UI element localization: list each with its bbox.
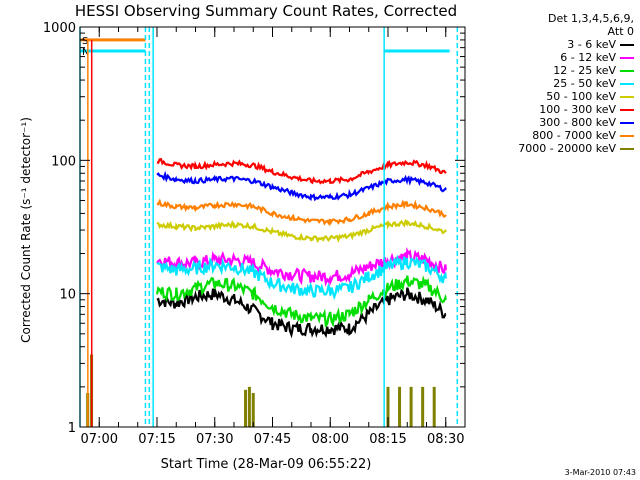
y-tick-label: 10 <box>59 288 76 303</box>
legend-swatch <box>620 95 634 98</box>
x-tick-label: 07:00 <box>81 432 118 447</box>
y-tick-label: 1 <box>68 421 76 436</box>
legend-entry-label: 800 - 7000 keV <box>532 129 616 142</box>
axes: 1 10 100 1000 07:00 07:15 07:30 07:45 08:00 08:15… <box>43 21 466 447</box>
series-line-25-50-kev <box>156 254 447 301</box>
series-line-800-7000-kev <box>156 198 447 227</box>
y-tick-label: 100 <box>51 154 76 169</box>
flag-label-n: N <box>82 47 89 58</box>
legend-swatch <box>620 134 634 137</box>
chart-title: HESSI Observing Summary Count Rates, Cor… <box>75 2 457 20</box>
series-line-12-25-kev <box>155 275 447 328</box>
legend-swatch <box>620 82 634 85</box>
timestamp: 3-Mar-2010 07:43 <box>564 468 636 477</box>
x-axis-label: Start Time (28-Mar-09 06:55:22) <box>161 457 372 472</box>
legend-swatch <box>620 43 634 46</box>
legend-entry: 25 - 50 keV <box>474 77 634 90</box>
x-tick-label: 07:15 <box>138 432 175 447</box>
series-line-50-100-kev <box>156 218 447 244</box>
x-tick-label: 08:30 <box>427 432 464 447</box>
legend-entry-label: 12 - 25 keV <box>553 64 616 77</box>
legend-entry-label: 3 - 6 keV <box>567 38 616 51</box>
legend-entry: 100 - 300 keV <box>474 103 634 116</box>
legend-swatch <box>620 147 634 150</box>
legend-entry: 300 - 800 keV <box>474 116 634 129</box>
legend-swatch <box>620 108 634 111</box>
legend-entry: 50 - 100 keV <box>474 90 634 103</box>
legend-entry-label: 300 - 800 keV <box>539 116 616 129</box>
legend-entry-label: 50 - 100 keV <box>546 90 616 103</box>
legend-entry-label: 6 - 12 keV <box>560 51 616 64</box>
flag-label-s: S <box>82 36 88 47</box>
legend-header-detectors: Det 1,3,4,5,6,9, <box>547 12 634 25</box>
y-axis-label: Corrected Count Rate (s⁻¹ detector⁻¹) <box>19 117 33 343</box>
legend-swatch <box>620 56 634 59</box>
legend-swatch <box>620 121 634 124</box>
series-line-300-800-kev <box>156 170 447 202</box>
y-tick-label: 1000 <box>43 21 76 36</box>
legend-entry-label: 7000 - 20000 keV <box>518 142 616 155</box>
legend-entry: 6 - 12 keV <box>474 51 634 64</box>
x-tick-label: 07:45 <box>254 432 291 447</box>
x-tick-label: 08:00 <box>312 432 349 447</box>
x-tick-label: 07:30 <box>196 432 233 447</box>
legend-entry: 800 - 7000 keV <box>474 129 634 142</box>
legend-swatch <box>620 69 634 72</box>
legend-header-attenuator: Att 0 <box>607 25 634 38</box>
plot-area: SN <box>79 27 459 427</box>
legend-entry-label: 25 - 50 keV <box>553 77 616 90</box>
legend-entry: 12 - 25 keV <box>474 64 634 77</box>
x-tick-label: 08:15 <box>369 432 406 447</box>
series-line-3-6-kev <box>156 287 447 339</box>
legend-entry: 7000 - 20000 keV <box>474 142 634 155</box>
legend-entry: 3 - 6 keV <box>474 38 634 51</box>
legend-entries: 3 - 6 keV 6 - 12 keV 12 - 25 keV 25 - 50 ke… <box>474 38 634 155</box>
legend-entry-label: 100 - 300 keV <box>539 103 616 116</box>
legend: Det 1,3,4,5,6,9, Att 0 3 - 6 keV 6 - 12 k… <box>474 12 634 155</box>
series-line-100-300-kev <box>156 158 447 185</box>
